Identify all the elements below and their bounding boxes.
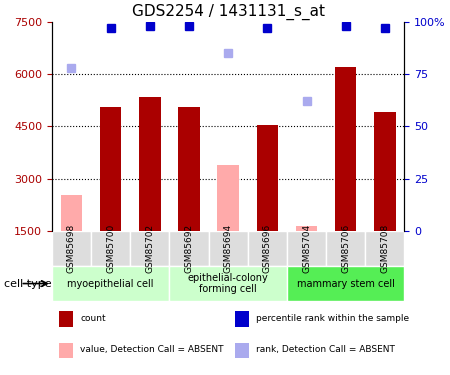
Bar [139,97,161,231]
Title: GDS2254 / 1431131_s_at: GDS2254 / 1431131_s_at [132,4,324,20]
Bar [100,107,122,231]
Text: GSM85700: GSM85700 [106,224,115,273]
Bar [256,125,278,231]
Text: GSM85706: GSM85706 [341,224,350,273]
Bar [217,165,239,231]
Bar [235,343,249,358]
Text: epithelial-colony
forming cell: epithelial-colony forming cell [188,273,269,294]
Text: mammary stem cell: mammary stem cell [297,279,395,288]
Bar [335,67,356,231]
FancyBboxPatch shape [287,266,405,301]
Text: myoepithelial cell: myoepithelial cell [68,279,154,288]
FancyBboxPatch shape [130,231,169,266]
Bar [296,226,317,231]
FancyBboxPatch shape [169,266,287,301]
FancyBboxPatch shape [208,231,248,266]
Text: percentile rank within the sample: percentile rank within the sample [256,314,410,323]
FancyBboxPatch shape [326,231,365,266]
Bar [59,312,73,327]
FancyBboxPatch shape [52,231,91,266]
Bar [59,343,73,358]
Text: GSM85702: GSM85702 [145,224,154,273]
FancyBboxPatch shape [52,266,169,301]
Text: count: count [80,314,106,323]
Text: value, Detection Call = ABSENT: value, Detection Call = ABSENT [80,345,224,354]
Text: GSM85692: GSM85692 [184,224,194,273]
Bar [61,195,82,231]
Text: GSM85696: GSM85696 [263,224,272,273]
Bar [235,312,249,327]
Bar [374,112,396,231]
FancyBboxPatch shape [365,231,405,266]
Text: GSM85708: GSM85708 [380,224,389,273]
FancyBboxPatch shape [169,231,208,266]
Text: cell type: cell type [4,279,52,288]
FancyBboxPatch shape [287,231,326,266]
Bar [178,107,200,231]
Text: GSM85698: GSM85698 [67,224,76,273]
Text: GSM85704: GSM85704 [302,224,311,273]
Text: rank, Detection Call = ABSENT: rank, Detection Call = ABSENT [256,345,395,354]
FancyBboxPatch shape [248,231,287,266]
FancyBboxPatch shape [91,231,130,266]
Text: GSM85694: GSM85694 [224,224,233,273]
